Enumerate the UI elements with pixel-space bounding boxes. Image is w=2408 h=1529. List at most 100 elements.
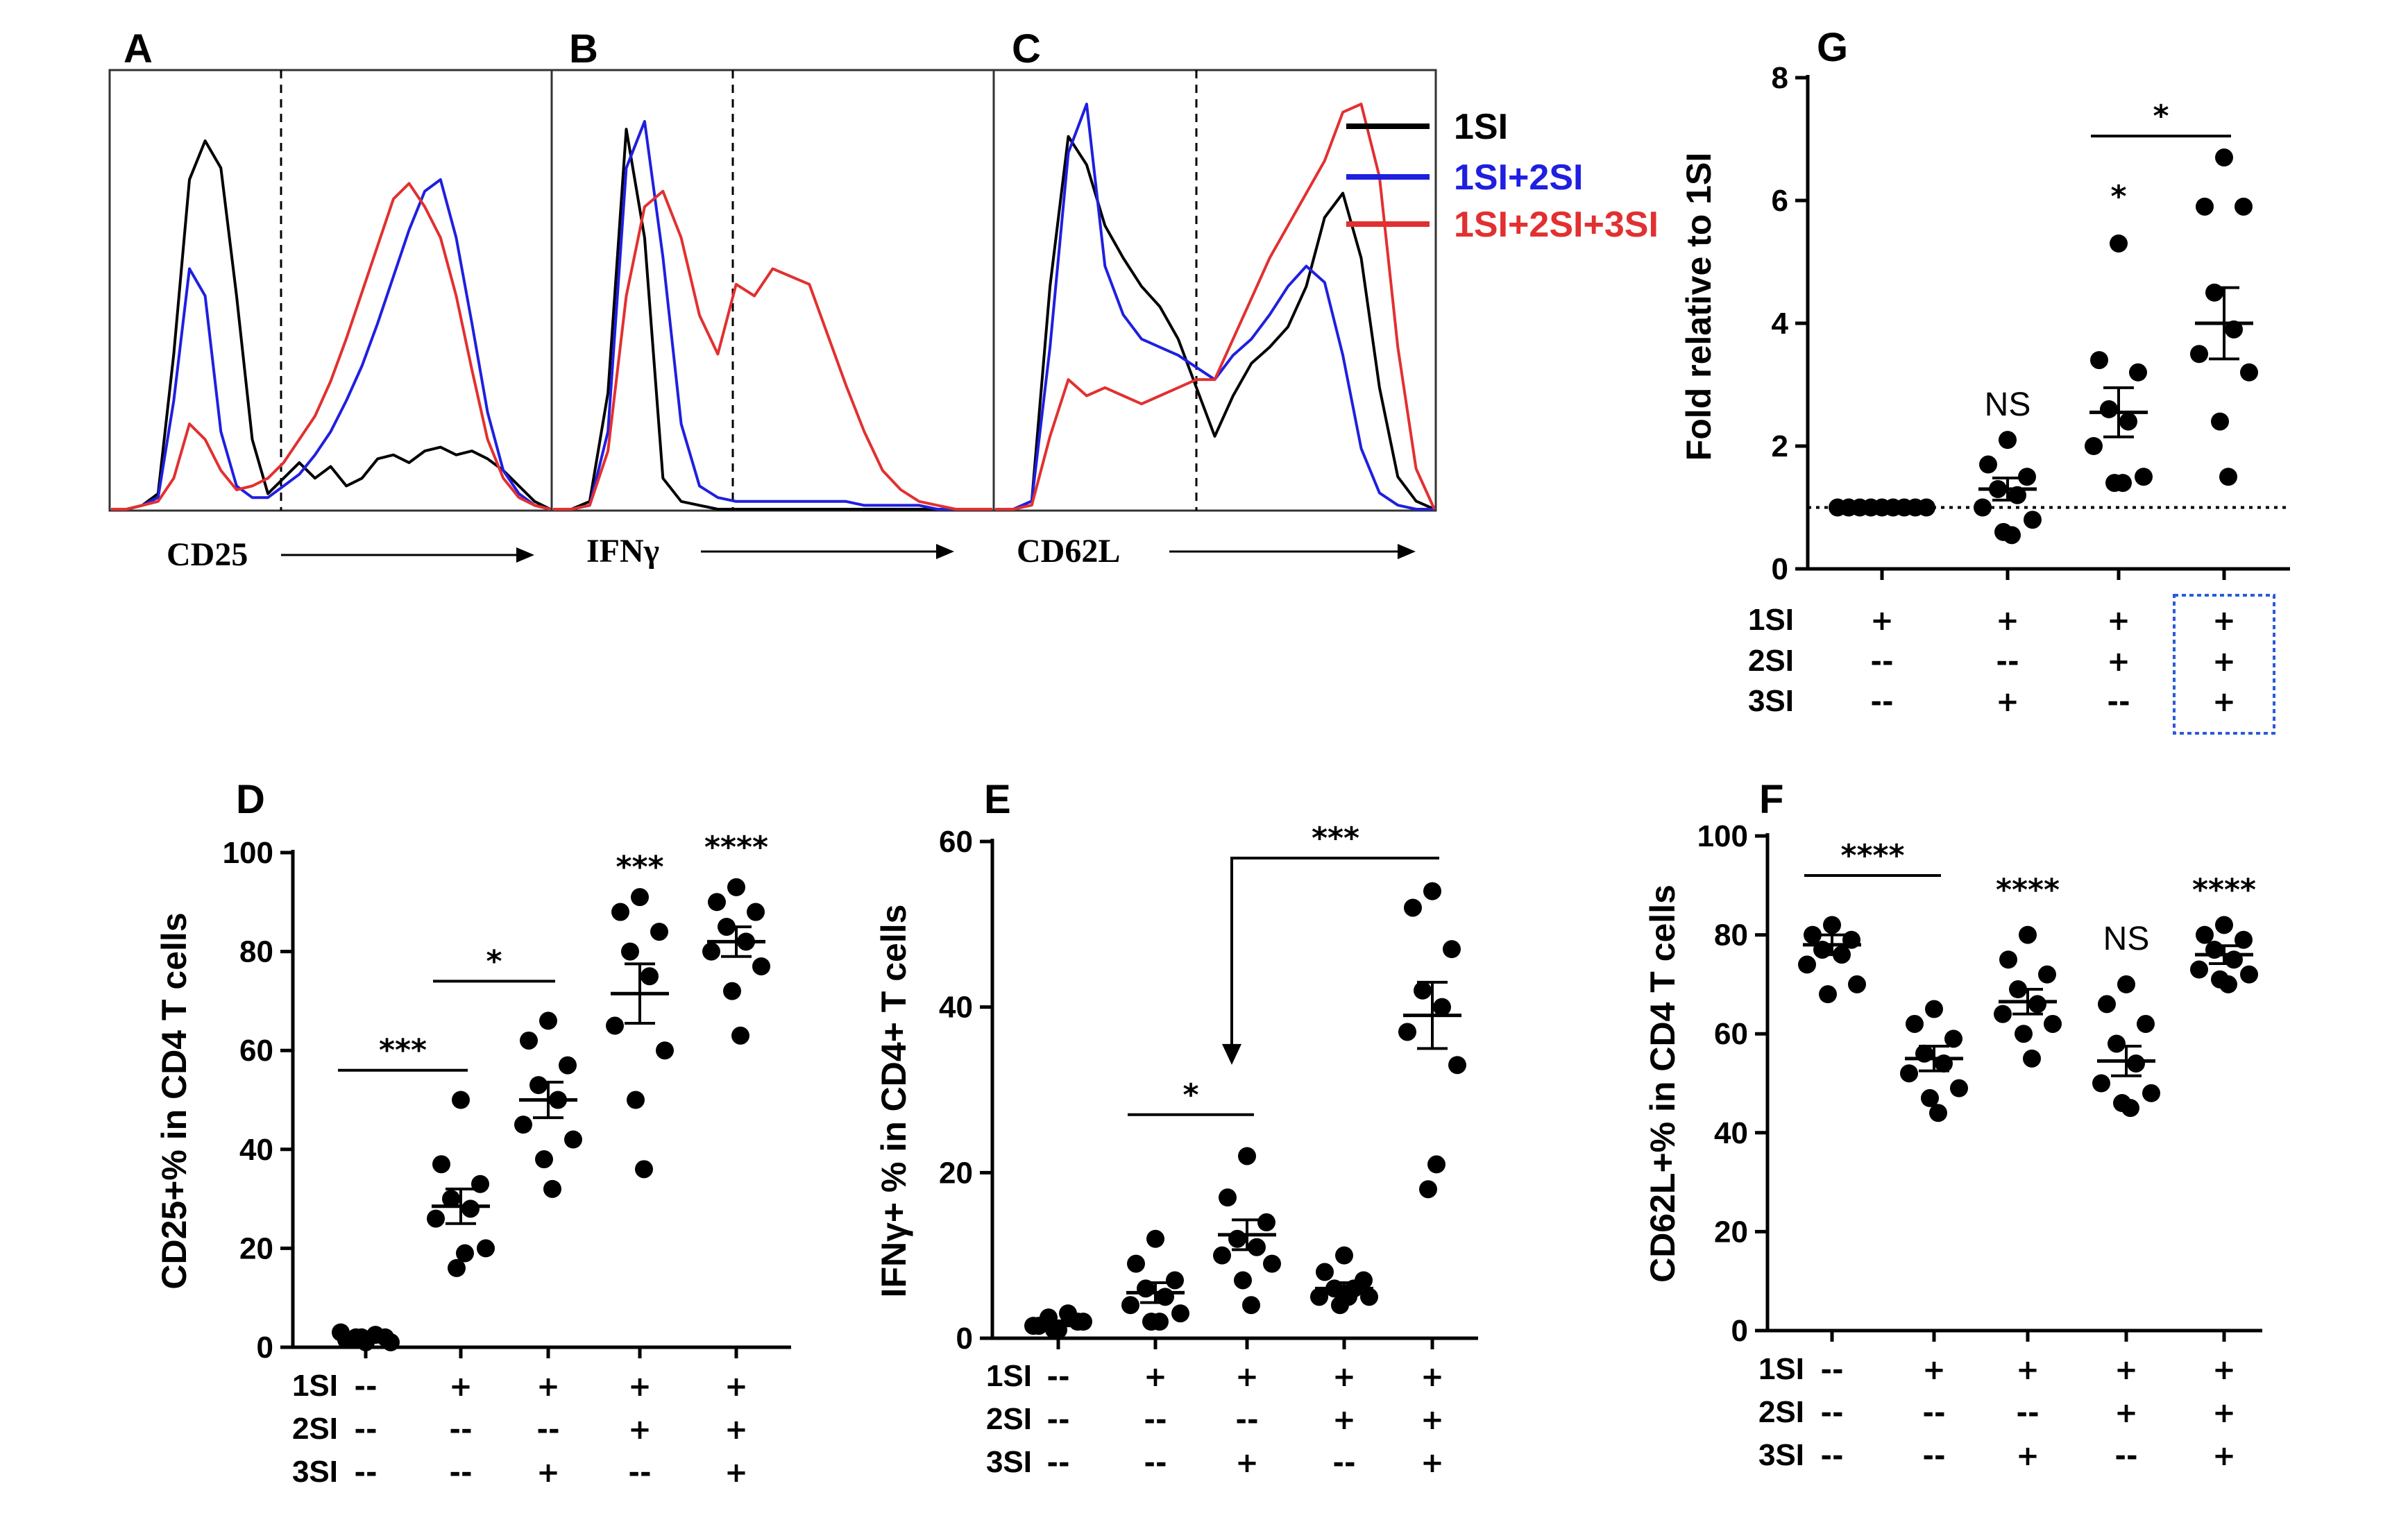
histogram-a-frame (108, 69, 553, 512)
data-point (1979, 455, 1997, 474)
data-point (708, 893, 726, 912)
condition-cell: + (628, 1371, 652, 1403)
significance-label: *** (1312, 821, 1359, 856)
data-point (1974, 498, 1992, 517)
panel-d-ylabel: CD25+% in CD4 T cells (155, 912, 194, 1289)
data-point (2117, 975, 2135, 993)
condition-cell: + (1332, 1404, 1356, 1436)
legend: 1SI 1SI+2SI 1SI+2SI+3SI (1346, 107, 1659, 245)
data-point (2240, 965, 2258, 984)
data-point (747, 903, 765, 921)
significance-arrow (1222, 1043, 1241, 1065)
condition-row-label: 1SI (292, 1369, 338, 1403)
data-point (1219, 1188, 1237, 1207)
data-point (1994, 1005, 2012, 1023)
data-point (1819, 985, 1837, 1004)
condition-cell: + (2016, 1354, 2040, 1386)
data-point (1127, 1254, 1145, 1273)
condition-cell: + (1144, 1361, 1167, 1393)
panel-f-ytick-label: 60 (1714, 1017, 1748, 1051)
significance-bracket (1230, 856, 1439, 1045)
significance-label: *** (379, 1033, 427, 1068)
data-point (1024, 1317, 1042, 1335)
data-point (702, 942, 720, 961)
data-point (1234, 1271, 1252, 1290)
data-point (564, 1130, 582, 1149)
data-point (1848, 975, 1866, 993)
data-point (1433, 998, 1451, 1016)
data-point (1248, 1238, 1266, 1256)
condition-cell: -- (1820, 1354, 1843, 1386)
condition-cell: -- (1144, 1404, 1167, 1436)
panel-g-ytick-label: 0 (1772, 552, 1788, 586)
data-point (2235, 197, 2253, 216)
condition-cell: + (536, 1457, 560, 1489)
significance-label: * (2110, 179, 2126, 214)
condition-cell: + (724, 1371, 748, 1403)
data-point (461, 1199, 480, 1218)
data-point (2028, 995, 2046, 1014)
condition-cell: -- (1922, 1397, 1945, 1429)
data-point (2024, 511, 2042, 529)
panel-f-ytick-label: 40 (1714, 1116, 1748, 1150)
significance-label: **** (704, 830, 768, 865)
data-point (2018, 468, 2036, 486)
data-point (2038, 965, 2056, 984)
data-point (1146, 1229, 1164, 1248)
condition-cell: + (2212, 1440, 2236, 1472)
data-point (520, 1031, 538, 1050)
data-point (2098, 995, 2116, 1014)
data-point (606, 1016, 624, 1035)
legend-label-1si: 1SI (1454, 107, 1508, 147)
data-point (631, 888, 649, 907)
histogram-b-series-1 (553, 128, 992, 511)
condition-row-label: 2SI (986, 1402, 1032, 1436)
condition-cell: + (1922, 1354, 1946, 1386)
data-point (1121, 1296, 1139, 1315)
condition-cell: + (1332, 1361, 1356, 1393)
condition-cell: -- (1820, 1440, 1843, 1472)
condition-cell: + (449, 1371, 473, 1403)
panel-f-ytick-label: 0 (1731, 1314, 1748, 1348)
condition-cell: -- (354, 1414, 377, 1446)
condition-row-label: 2SI (292, 1412, 338, 1446)
data-point (559, 1056, 577, 1075)
significance-label: **** (2192, 873, 2256, 908)
panel-g-label: G (1817, 25, 1848, 70)
condition-cell: -- (354, 1371, 377, 1403)
data-point (1999, 950, 2017, 969)
data-point (2219, 468, 2237, 486)
data-point (727, 878, 745, 896)
panel-f-ytick-label: 100 (1697, 819, 1748, 853)
condition-cell: -- (2016, 1397, 2039, 1429)
data-point (2015, 1025, 2033, 1043)
condition-cell: + (1421, 1447, 1444, 1479)
data-point (2100, 400, 2118, 418)
data-point (2044, 1014, 2062, 1033)
data-point (1823, 916, 1841, 934)
data-point (1242, 1296, 1260, 1315)
data-point (1339, 1288, 1357, 1306)
data-point (2215, 916, 2233, 934)
panel-g-ytick-label: 2 (1772, 429, 1788, 463)
data-point (1414, 981, 1432, 1000)
data-point (448, 1258, 466, 1277)
data-point (1360, 1288, 1378, 1306)
panel-d-ytick-label: 20 (239, 1231, 273, 1265)
panel-d-ytick-label: 0 (257, 1331, 273, 1365)
condition-row-label: 1SI (986, 1359, 1032, 1393)
condition-cell: + (2212, 1397, 2236, 1429)
data-point (611, 903, 629, 921)
condition-cell: -- (1046, 1404, 1069, 1436)
condition-cell: -- (1235, 1404, 1258, 1436)
data-point (1804, 925, 1822, 944)
data-point (1257, 1213, 1275, 1231)
histogram-a-series-1 (111, 139, 551, 511)
data-point (1398, 1023, 1416, 1041)
panel-e-ytick-label: 0 (956, 1322, 973, 1356)
data-point (752, 957, 770, 975)
data-point (635, 1160, 653, 1179)
condition-cell: -- (2107, 686, 2130, 718)
condition-cell: -- (1144, 1447, 1167, 1479)
